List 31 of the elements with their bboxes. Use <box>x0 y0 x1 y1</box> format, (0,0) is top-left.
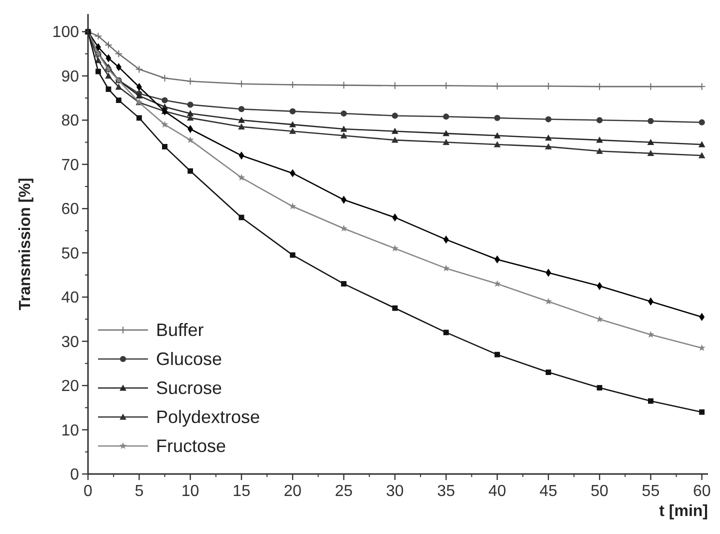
x-tick-label: 45 <box>540 483 558 500</box>
x-tick-label: 35 <box>437 483 456 500</box>
legend-label: Polydextrose <box>156 407 260 427</box>
y-axis-title: Transmission [%] <box>17 178 34 310</box>
x-tick-label: 25 <box>334 483 353 500</box>
y-tick-label: 40 <box>61 290 80 307</box>
x-tick-label: 50 <box>590 483 609 500</box>
x-tick-label: 5 <box>134 483 144 500</box>
x-tick-label: 0 <box>84 483 93 500</box>
x-tick-label: 55 <box>642 483 660 500</box>
y-tick-label: 60 <box>61 201 80 218</box>
legend-label: Glucose <box>156 349 222 369</box>
y-tick-label: 10 <box>61 422 80 440</box>
x-tick-label: 30 <box>386 483 404 500</box>
x-tick-label: 15 <box>232 483 250 500</box>
y-tick-label: 100 <box>52 24 80 42</box>
x-tick-label: 10 <box>181 483 200 500</box>
legend-label: Buffer <box>156 320 204 340</box>
x-tick-label: 60 <box>692 483 711 500</box>
y-tick-label: 30 <box>61 334 80 351</box>
y-tick-label: 70 <box>61 156 80 174</box>
y-tick-label: 90 <box>61 68 80 86</box>
y-tick-label: 80 <box>61 112 80 130</box>
x-tick-label: 20 <box>284 483 302 500</box>
x-axis-title: t [min] <box>659 503 708 520</box>
legend-label: Fructose <box>156 436 226 456</box>
y-tick-label: 50 <box>61 245 80 262</box>
y-tick-label: 20 <box>61 378 80 396</box>
legend-label: Sucrose <box>156 378 222 398</box>
y-tick-label: 0 <box>70 466 80 484</box>
x-tick-label: 40 <box>488 483 506 500</box>
